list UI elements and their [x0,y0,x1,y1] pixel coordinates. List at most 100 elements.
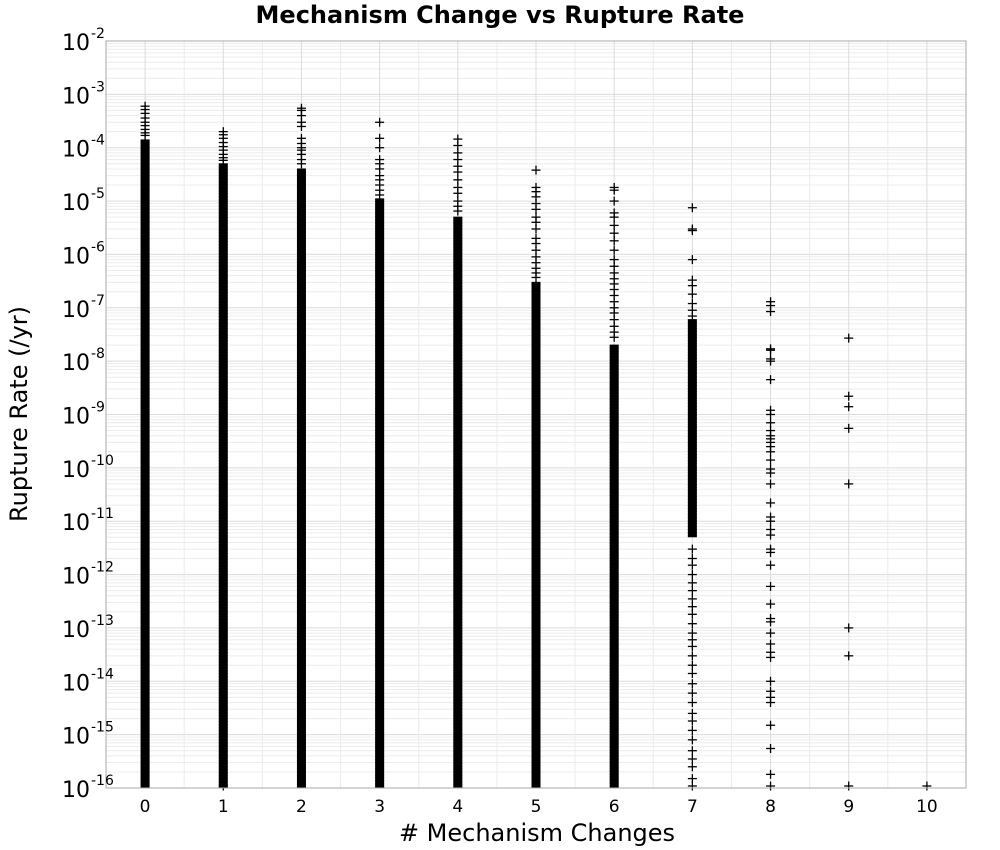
x-tick-label: 4 [452,797,463,817]
x-axis-label: # Mechanism Changes [399,819,675,847]
data-point [609,212,619,222]
data-point [687,255,697,265]
y-tick-exponent: -3 [91,79,105,95]
data-point [687,619,697,629]
data-point [766,781,776,791]
data-point [766,356,776,366]
y-tick-label: 10 [62,618,90,643]
y-tick-exponent: -16 [91,773,114,789]
data-points [140,101,932,791]
data-point [609,228,619,238]
y-tick-label: 10 [62,725,90,750]
data-point-cluster [531,281,541,788]
y-tick-exponent: -5 [91,186,105,202]
data-point [687,281,697,291]
data-point-cluster [140,139,150,789]
x-tick-label: 1 [218,797,229,817]
data-point [531,224,541,234]
data-point [844,651,854,661]
data-point [375,133,385,143]
data-point [687,641,697,651]
x-tick-label: 5 [531,797,542,817]
y-tick-label: 10 [62,565,90,590]
data-point-cluster [218,163,228,789]
data-point [375,117,385,127]
data-point [766,581,776,591]
data-point [296,159,306,169]
data-point [609,220,619,230]
x-tick-label: 10 [916,797,938,817]
data-point [766,676,776,686]
data-point [687,688,697,698]
data-point [687,570,697,580]
y-tick-label: 10 [62,298,90,323]
y-tick-exponent: -11 [91,506,114,522]
y-tick-exponent: -13 [91,613,114,629]
data-point [531,272,541,282]
data-point [218,781,228,791]
data-point [687,651,697,661]
x-tick-label: 3 [374,797,385,817]
y-tick-exponent: -10 [91,453,114,469]
y-axis-label: Rupture Rate (/yr) [5,306,33,522]
data-point [766,652,776,662]
data-point [766,468,776,478]
data-point [687,725,697,735]
x-tick-label: 2 [296,797,307,817]
data-point [687,708,697,718]
y-tick-exponent: -4 [91,133,105,149]
y-tick-label: 10 [62,84,90,109]
data-point [687,716,697,726]
data-point [687,754,697,764]
data-point [453,206,463,216]
data-point [766,375,776,385]
y-tick-exponent: -8 [91,346,105,362]
y-tick-exponent: -14 [91,666,114,682]
y-tick-label: 10 [62,458,90,483]
data-point [766,743,776,753]
data-point [609,236,619,246]
data-point-cluster [609,344,619,788]
data-point [296,121,306,131]
y-tick-label: 10 [62,671,90,696]
data-point [766,345,776,355]
x-axis-ticks: 0 1 2 3 4 5 6 7 8 9 10 [140,797,938,817]
x-tick-label: 0 [140,797,151,817]
data-point [844,781,854,791]
data-point [140,130,150,140]
data-point [531,165,541,175]
data-point [766,498,776,508]
x-tick-label: 8 [765,797,776,817]
data-point [687,609,697,619]
data-point [766,769,776,779]
y-tick-label: 10 [62,191,90,216]
data-point [766,447,776,457]
data-point [687,560,697,570]
data-point [844,391,854,401]
y-tick-exponent: -2 [91,26,105,42]
data-point [766,560,776,570]
data-point [687,544,697,554]
data-point [687,735,697,745]
y-tick-exponent: -15 [91,720,114,736]
data-point [844,402,854,412]
data-point [766,479,776,489]
y-tick-label: 10 [62,351,90,376]
data-point [687,594,697,604]
data-point [766,720,776,730]
x-tick-label: 7 [687,797,698,817]
y-tick-exponent: -6 [91,239,105,255]
data-point [687,203,697,213]
data-point [687,602,697,612]
data-point [766,410,776,419]
data-point [375,190,385,200]
data-point-cluster [296,168,306,788]
data-point [687,289,697,299]
data-point [844,479,854,489]
data-point [687,226,697,236]
y-tick-exponent: -9 [91,400,105,416]
data-point [531,204,541,214]
data-point [687,578,697,588]
y-tick-label: 10 [62,778,90,803]
